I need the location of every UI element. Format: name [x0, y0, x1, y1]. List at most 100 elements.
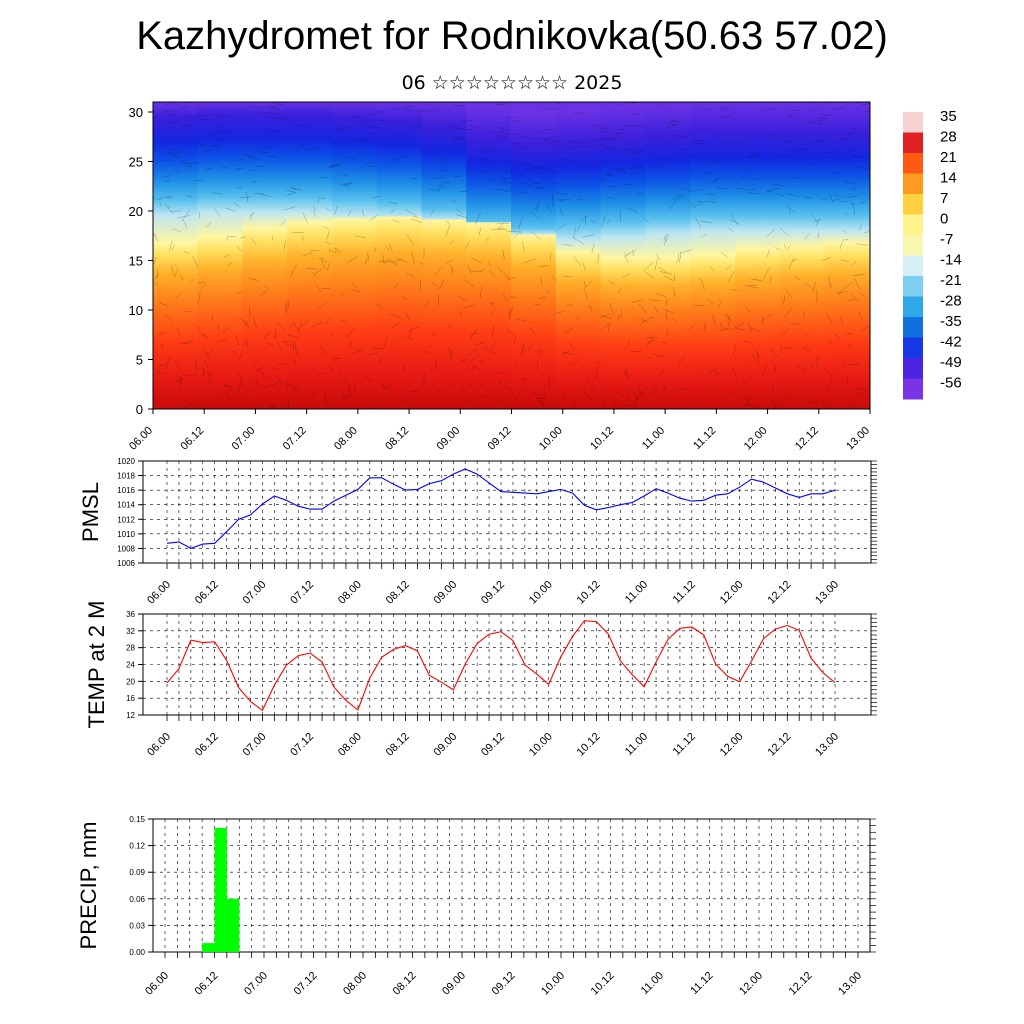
colorbar-label: 14 — [940, 170, 957, 187]
heatmap-xtick-label: 11.00 — [640, 425, 667, 452]
heatmap-xtick-label: 13.00 — [844, 425, 872, 453]
precip-xtick-label: 06.12 — [193, 970, 221, 998]
pmsl-ylabel: PMSL — [78, 482, 103, 542]
temp-xtick-label: 07.00 — [241, 731, 269, 759]
colorbar-label: -21 — [940, 272, 962, 289]
pmsl-ytick-label: 1018 — [117, 472, 135, 481]
temp-xtick-label: 11.12 — [671, 731, 698, 758]
temp-xtick-label: 12.00 — [718, 731, 746, 759]
pmsl-xtick-label: 06.12 — [193, 579, 221, 607]
page-subtitle: 06 ☆☆☆☆☆☆☆☆ 2025 — [401, 72, 623, 94]
heatmap-ytick-label: 30 — [129, 105, 143, 120]
heatmap-xtick-label: 10.12 — [588, 425, 616, 453]
heatmap-column — [421, 102, 468, 409]
precip-xtick-label: 10.00 — [539, 970, 567, 998]
heatmap-xtick-label: 07.00 — [230, 425, 258, 453]
colorbar-label: 0 — [940, 211, 948, 228]
heatmap-column — [555, 102, 602, 409]
heatmap-xtick-label: 09.12 — [486, 425, 514, 453]
pmsl-xtick-label: 09.12 — [479, 579, 507, 607]
pmsl-xtick-label: 13.00 — [813, 579, 841, 607]
pmsl-xtick-label: 09.00 — [431, 579, 459, 607]
temp-xtick-label: 10.00 — [527, 731, 555, 759]
heatmap-column — [376, 102, 423, 409]
heatmap-column — [331, 102, 378, 409]
pmsl-chart: 1006 1008 1010 1012 1014 1016 1018 1020 06.00 06.… — [78, 457, 877, 607]
pmsl-xtick-label: 10.00 — [527, 579, 555, 607]
heatmap-xtick-label: 10.00 — [537, 425, 565, 453]
colorbar-swatch — [903, 153, 923, 174]
colorbar-swatch — [903, 132, 923, 154]
pmsl-ytick-label: 1010 — [117, 530, 135, 539]
pmsl-xtick-label: 07.00 — [241, 579, 269, 607]
heatmap-xtick-label: 12.00 — [742, 425, 770, 453]
heatmap-xtick-label: 12.12 — [793, 425, 821, 453]
pmsl-frame — [142, 460, 872, 564]
heatmap-column — [735, 102, 781, 409]
pmsl-xtick-label: 06.00 — [145, 579, 173, 607]
temp-xtick-label: 06.00 — [145, 731, 173, 759]
colorbar-swatch — [903, 378, 923, 400]
heatmap-column — [242, 102, 288, 409]
heatmap-ytick-label: 15 — [129, 254, 143, 269]
temp-xtick-label: 08.00 — [336, 731, 364, 759]
colorbar-label: -7 — [940, 231, 953, 248]
colorbar-swatch — [903, 317, 923, 338]
colorbar-swatch — [903, 214, 923, 236]
pmsl-xtick-label: 08.12 — [384, 579, 412, 607]
wind-field-texture — [153, 102, 870, 409]
precip-xtick-label: 06.00 — [143, 970, 171, 998]
temp-xtick-label: 10.12 — [575, 731, 603, 759]
colorbar-label: -14 — [940, 252, 962, 269]
colorbar-swatch — [903, 255, 923, 277]
pmsl-ytick-label: 1008 — [117, 544, 135, 553]
precip-xtick-label: 10.12 — [589, 970, 617, 998]
heatmap-xtick-label: 09.00 — [434, 425, 462, 453]
temp-xtick-label: 09.00 — [431, 731, 459, 759]
pmsl-xtick-label: 07.12 — [288, 579, 316, 607]
pmsl-ytick-label: 1016 — [117, 486, 135, 495]
colorbar-swatch — [903, 112, 923, 133]
pmsl-xtick-label: 11.12 — [671, 579, 698, 606]
temp-xtick-label: 11.00 — [623, 731, 650, 758]
temp-ytick-label: 28 — [126, 644, 135, 653]
precip-bar — [214, 827, 227, 952]
colorbar-swatch — [903, 235, 923, 256]
precip-xtick-label: 08.00 — [341, 970, 369, 998]
temp-ytick-label: 36 — [126, 610, 135, 619]
precip-ytick-label: 0.00 — [129, 948, 145, 957]
precip-ytick-label: 0.06 — [129, 895, 145, 904]
precip-xtick-label: 09.12 — [490, 970, 518, 998]
pmsl-xtick-label: 12.12 — [765, 579, 793, 607]
precip-xtick-label: 07.12 — [292, 970, 320, 998]
precip-ytick-label: 0.12 — [129, 842, 145, 851]
pmsl-ytick-label: 1012 — [117, 515, 135, 524]
heatmap-column — [466, 102, 512, 409]
heatmap-column — [600, 102, 647, 409]
precip-xtick-label: 13.00 — [836, 970, 864, 998]
heatmap-column — [779, 102, 826, 409]
temp-xtick-label: 13.00 — [813, 731, 841, 759]
colorbar-label: -42 — [940, 334, 962, 351]
colorbar-label: -35 — [940, 313, 962, 330]
precip-ylabel: PRECIP, mm — [76, 822, 101, 950]
colorbar: 35 28 21 14 7 0 -7 -14 -21 -28 -35 -42 -49 -56 — [903, 108, 962, 400]
colorbar-label: 35 — [940, 108, 957, 125]
colorbar-label: -49 — [940, 354, 962, 371]
colorbar-label: -28 — [940, 293, 962, 310]
precip-xtick-label: 12.12 — [787, 970, 815, 998]
colorbar-swatch — [903, 173, 923, 195]
precip-xtick-label: 08.12 — [391, 970, 419, 998]
colorbar-swatch — [903, 296, 923, 318]
temp-ytick-label: 24 — [126, 661, 135, 670]
precip-bar — [202, 943, 215, 952]
temp-xtick-label: 08.12 — [384, 731, 412, 759]
heatmap-ytick-label: 25 — [129, 155, 143, 170]
pmsl-ytick-label: 1006 — [117, 559, 135, 568]
temp-chart: 12 16 20 24 28 32 36 06.00 06.12 07.00 07.12 08.00 0… — [84, 601, 877, 759]
heatmap-column — [824, 102, 870, 409]
colorbar-swatch — [903, 358, 923, 379]
colorbar-label: 21 — [940, 149, 957, 166]
colorbar-swatch — [903, 194, 923, 215]
pmsl-ytick-label: 1014 — [117, 501, 135, 510]
